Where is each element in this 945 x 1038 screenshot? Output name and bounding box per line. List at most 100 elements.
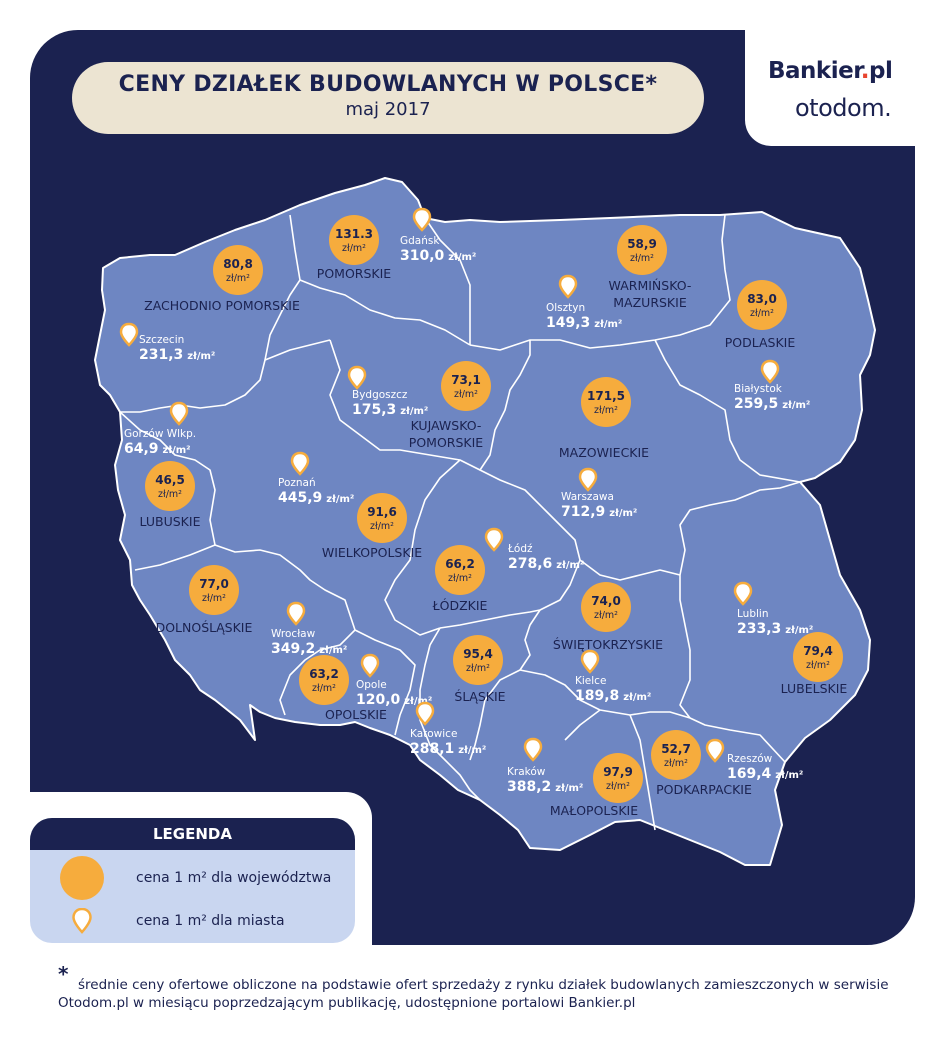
voivodeship-unit: zł/m² xyxy=(342,243,366,254)
city-name: Wrocław xyxy=(271,628,316,640)
voivodeship-bubble: 97,9 zł/m² MAŁOPOLSKIE xyxy=(550,753,643,818)
city-unit: zł/m² xyxy=(556,560,584,571)
city-name: Gdańsk xyxy=(400,235,440,247)
map-pin-icon xyxy=(290,451,310,476)
bankier-logo-tld: pl xyxy=(869,58,893,84)
orange-circle-icon xyxy=(329,215,379,265)
city-unit: zł/m² xyxy=(326,494,354,505)
voivodeship-bubble: 91,6 zł/m² WIELKOPOLSKIE xyxy=(322,493,422,560)
voivodeship-value: 46,5 xyxy=(155,473,185,487)
orange-circle-icon xyxy=(60,856,104,900)
bankier-logo-name: Bankier xyxy=(768,58,861,84)
city-unit: zł/m² xyxy=(775,770,803,781)
voivodeship-value: 63,2 xyxy=(309,667,339,681)
page-subtitle: maj 2017 xyxy=(345,99,431,120)
voivodeship-value: 131.3 xyxy=(335,227,373,241)
city-name: Bydgoszcz xyxy=(352,389,408,401)
voivodeship-bubble: 46,5 zł/m² LUBUSKIE xyxy=(140,461,201,529)
city-value: 169,4 xyxy=(727,766,772,782)
voivodeship-name: POMORSKIE xyxy=(317,266,392,281)
orange-circle-icon xyxy=(213,245,263,295)
voivodeship-value: 52,7 xyxy=(661,742,691,756)
city-value: 310,0 xyxy=(400,248,445,264)
legend-box: LEGENDA cena 1 m² dla województwa cena 1… xyxy=(30,818,355,943)
voivodeship-unit: zł/m² xyxy=(594,610,618,621)
city-unit: zł/m² xyxy=(594,319,622,330)
voivodeship-value: 80,8 xyxy=(223,257,253,271)
orange-circle-icon xyxy=(189,565,239,615)
city-name: Lublin xyxy=(737,608,768,620)
map-pin-icon xyxy=(412,207,432,232)
map-pin-icon xyxy=(580,649,600,674)
city-name: Białystok xyxy=(734,383,783,395)
city-unit: zł/m² xyxy=(400,406,428,417)
voivodeship-name: ZACHODNIO POMORSKIE xyxy=(144,298,300,313)
voivodeship-name: ŁÓDZKIE xyxy=(432,598,488,613)
voivodeship-name: MAŁOPOLSKIE xyxy=(550,803,638,818)
page-title: CENY DZIAŁEK BUDOWLANYCH W POLSCE* xyxy=(118,72,658,97)
city-name: Opole xyxy=(356,679,387,691)
voivodeship-unit: zł/m² xyxy=(312,683,336,694)
map-pin-icon xyxy=(760,359,780,384)
map-pin-icon xyxy=(169,401,189,426)
voivodeship-bubble: 171,5 zł/m² MAZOWIECKIE xyxy=(559,377,649,460)
map-pin-icon xyxy=(578,467,598,492)
footnote-line-2: Otodom.pl w miesiącu poprzedzającym publ… xyxy=(58,995,636,1011)
city-name: Gorzów Wlkp. xyxy=(124,428,196,440)
city-name: Poznań xyxy=(278,477,316,489)
legend-city-label: cena 1 m² dla miasta xyxy=(136,913,285,929)
city-unit: zł/m² xyxy=(458,745,486,756)
voivodeship-name-line2: POMORSKIE xyxy=(409,435,484,450)
city-unit: zł/m² xyxy=(555,783,583,794)
map-pin-icon xyxy=(415,701,435,726)
region-borders xyxy=(119,214,801,831)
orange-circle-icon xyxy=(593,753,643,803)
orange-circle-icon xyxy=(435,545,485,595)
voivodeship-unit: zł/m² xyxy=(370,521,394,532)
voivodeship-bubble: 95,4 zł/m² ŚLĄSKIE xyxy=(453,635,506,704)
city-name: Rzeszów xyxy=(727,753,773,765)
map-pin-icon xyxy=(72,908,92,934)
voivodeship-unit: zł/m² xyxy=(750,308,774,319)
orange-circle-icon xyxy=(651,730,701,780)
orange-circle-icon xyxy=(441,361,491,411)
city-value: 120,0 xyxy=(356,692,401,708)
voivodeship-value: 66,2 xyxy=(445,557,475,571)
voivodeship-name: ŚLĄSKIE xyxy=(454,689,505,704)
city-value: 288,1 xyxy=(410,741,454,757)
city-name: Szczecin xyxy=(139,334,184,346)
voivodeship-name: WIELKOPOLSKIE xyxy=(322,545,422,560)
city-name: Łódź xyxy=(507,543,533,555)
voivodeship-name: PODKARPACKIE xyxy=(656,782,752,797)
legend-title: LEGENDA xyxy=(30,818,355,850)
city-value: 189,8 xyxy=(575,688,619,704)
city-name: Kielce xyxy=(575,675,606,687)
voivodeship-bubble: 63,2 zł/m² OPOLSKIE xyxy=(299,655,387,722)
voivodeship-name: DOLNOŚLĄSKIE xyxy=(156,620,253,635)
voivodeship-bubble: 66,2 zł/m² ŁÓDZKIE xyxy=(432,545,488,613)
map-pin-icon xyxy=(733,581,753,606)
voivodeship-bubble: 79,4 zł/m² LUBELSKIE xyxy=(781,632,847,696)
otodom-logo: otodom. xyxy=(795,94,892,122)
orange-circle-icon xyxy=(581,377,631,427)
voivodeship-unit: zł/m² xyxy=(226,273,250,284)
map-pin-icon xyxy=(347,365,367,390)
city-name: Katowice xyxy=(410,728,457,740)
voivodeship-value: 77,0 xyxy=(199,577,229,591)
voivodeship-bubble: 83,0 zł/m² PODLASKIE xyxy=(725,280,795,350)
voivodeship-unit: zł/m² xyxy=(448,573,472,584)
city-unit: zł/m² xyxy=(623,692,651,703)
footnote-star: * xyxy=(58,962,69,986)
voivodeship-bubble: 74,0 zł/m² ŚWIĘTOKRZYSKIE xyxy=(553,582,663,652)
voivodeship-name: KUJAWSKO- xyxy=(411,418,482,433)
voivodeship-value: 171,5 xyxy=(587,389,625,403)
orange-circle-icon xyxy=(617,225,667,275)
